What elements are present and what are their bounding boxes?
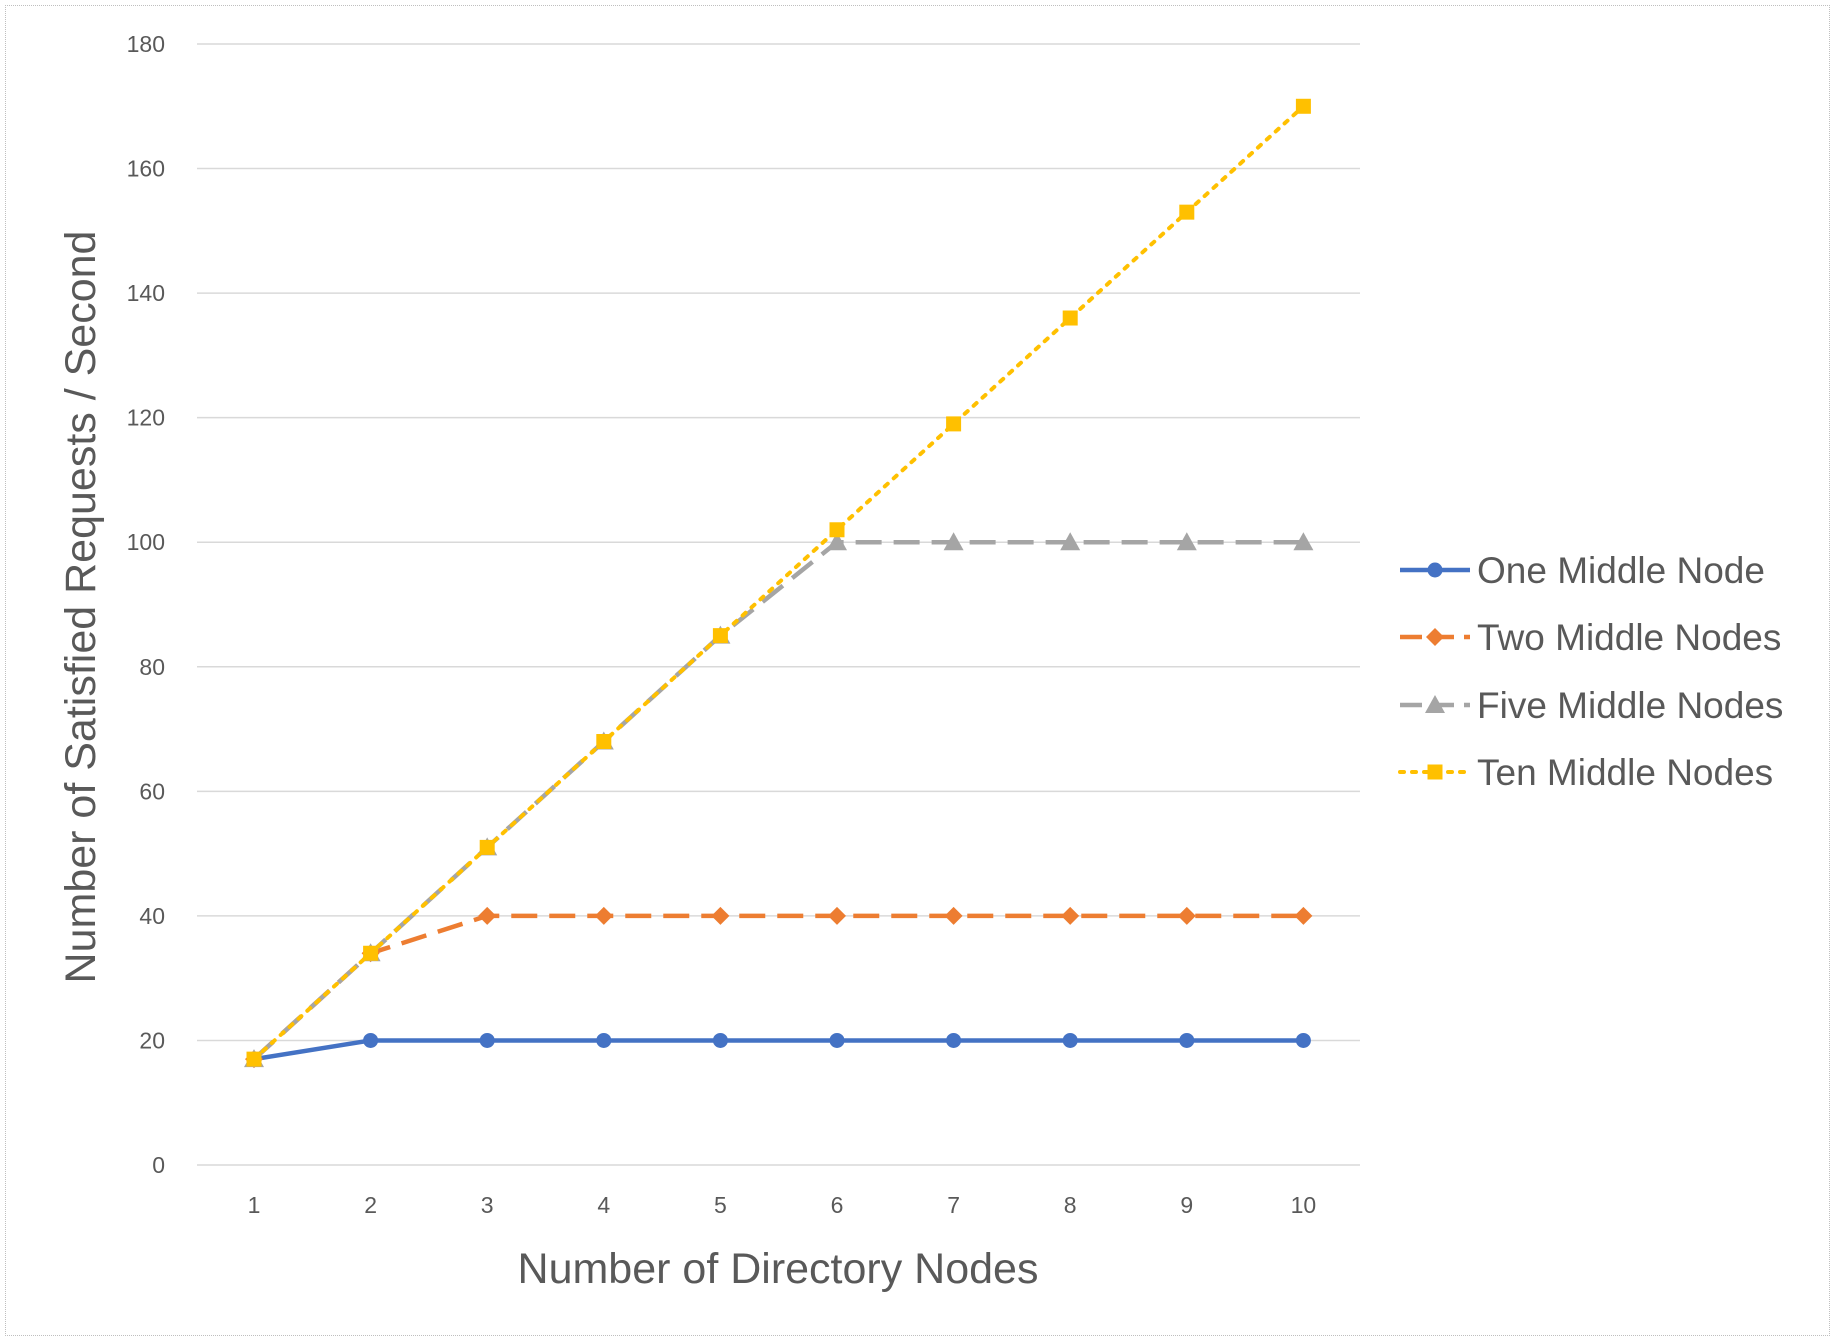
data-point: [829, 1032, 845, 1048]
series-group: [244, 98, 1314, 1069]
x-tick-label: 1: [248, 1192, 261, 1218]
x-tick-label: 3: [481, 1192, 494, 1218]
data-point: [479, 1032, 495, 1048]
data-point: [1062, 1032, 1078, 1048]
series-line: [252, 104, 1306, 1062]
x-tick-label: 7: [947, 1192, 960, 1218]
series-line: [252, 539, 1304, 1061]
data-point: [828, 906, 846, 925]
y-tick-label: 60: [139, 778, 165, 804]
x-axis-ticks: 1 2 3 4 5 6 7 8 9 10: [248, 1192, 1317, 1218]
legend-entry-3: Five Middle Nodes: [1400, 685, 1783, 726]
data-point: [1177, 906, 1196, 925]
data-point: [712, 1032, 728, 1048]
data-point: [1295, 1032, 1311, 1048]
x-tick-label: 2: [364, 1192, 377, 1218]
data-point: [944, 906, 963, 925]
data-point: [594, 906, 613, 925]
data-point: [479, 839, 495, 855]
y-tick-label: 20: [139, 1027, 165, 1053]
gridlines: [197, 43, 1360, 1166]
legend-label: One Middle Node: [1477, 550, 1765, 591]
data-point: [246, 1051, 262, 1067]
data-point: [943, 532, 964, 551]
data-point: [1179, 204, 1195, 220]
y-axis-title: Number of Satisfied Requests / Second: [57, 231, 105, 984]
x-tick-label: 9: [1180, 1192, 1193, 1218]
series-2: [245, 906, 1313, 1069]
x-tick-label: 5: [714, 1192, 727, 1218]
legend-marker: [1427, 562, 1443, 578]
data-point: [712, 628, 728, 644]
legend-entry-1: One Middle Node: [1400, 550, 1765, 591]
y-tick-label: 140: [127, 280, 165, 306]
series-line: [253, 1038, 1304, 1062]
y-tick-label: 100: [127, 529, 165, 555]
series-1: [246, 1032, 1311, 1067]
data-point: [596, 734, 612, 750]
y-axis-ticks: 0 20 40 60 80 100 120 140 160 180: [127, 31, 165, 1178]
legend-marker: [1427, 764, 1443, 780]
y-tick-label: 80: [139, 654, 165, 680]
data-point: [478, 906, 497, 925]
legend-label: Five Middle Nodes: [1477, 685, 1783, 726]
series-line: [252, 913, 1304, 1061]
data-point: [1179, 1032, 1195, 1048]
y-tick-label: 0: [152, 1152, 165, 1178]
series-3: [244, 532, 1314, 1068]
x-tick-label: 4: [597, 1192, 610, 1218]
data-point: [1061, 906, 1080, 925]
data-point: [363, 1032, 379, 1048]
x-tick-label: 8: [1064, 1192, 1077, 1218]
legend-label: Ten Middle Nodes: [1477, 752, 1773, 793]
legend-marker: [1425, 695, 1445, 713]
data-point: [1293, 532, 1314, 551]
y-tick-label: 180: [127, 31, 165, 57]
data-point: [827, 532, 847, 551]
data-point: [1062, 310, 1078, 326]
legend-marker: [1426, 628, 1444, 646]
data-point: [711, 906, 730, 925]
data-point: [363, 945, 379, 961]
data-point: [946, 416, 962, 432]
legend: One Middle Node Two Middle Nodes Five Midd…: [1398, 550, 1783, 793]
data-point: [1295, 98, 1311, 114]
x-tick-label: 6: [831, 1192, 844, 1218]
y-tick-label: 40: [139, 903, 165, 929]
x-tick-label: 10: [1291, 1192, 1317, 1218]
y-tick-label: 120: [127, 405, 165, 431]
data-point: [1294, 906, 1313, 925]
chart-frame: [5, 5, 1830, 1336]
data-point: [1176, 532, 1197, 551]
legend-entry-2: Two Middle Nodes: [1400, 617, 1781, 658]
x-axis-title: Number of Directory Nodes: [518, 1245, 1039, 1293]
series-4: [246, 98, 1311, 1067]
data-point: [596, 1032, 612, 1048]
legend-label: Two Middle Nodes: [1477, 617, 1781, 658]
legend-entry-4: Ten Middle Nodes: [1398, 752, 1773, 793]
data-point: [1060, 532, 1081, 551]
y-tick-label: 160: [127, 156, 165, 182]
data-point: [946, 1032, 962, 1048]
data-point: [829, 522, 845, 538]
